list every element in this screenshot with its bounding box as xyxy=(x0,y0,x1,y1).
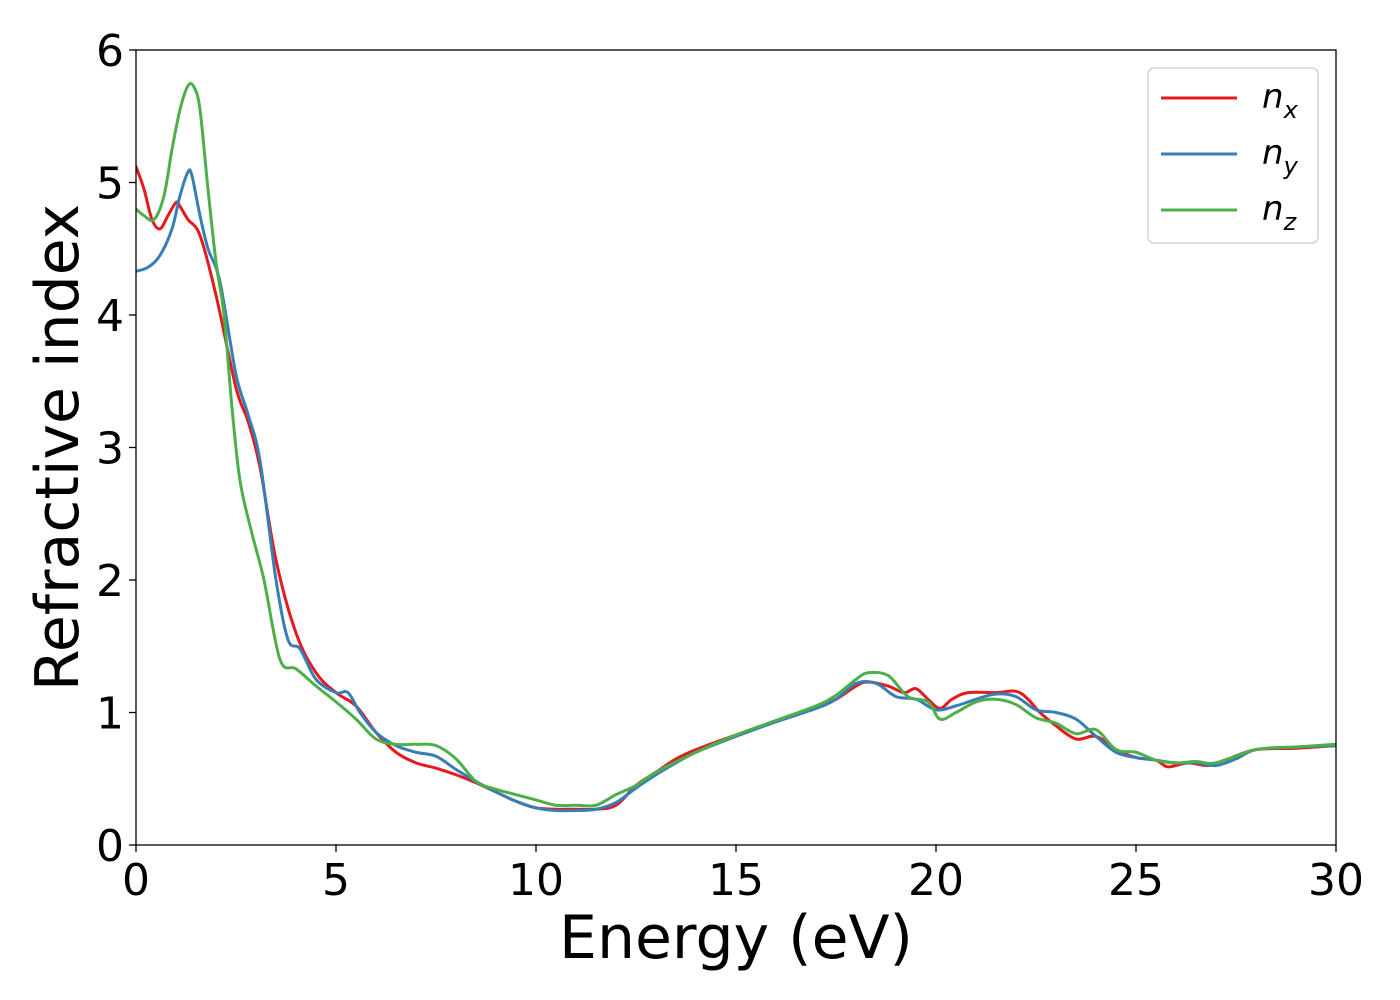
series-line-ny xyxy=(136,168,1336,813)
y-tick-label: 3 xyxy=(96,424,124,475)
x-tick-label: 15 xyxy=(708,855,764,906)
x-axis-title: Energy (eV) xyxy=(559,903,913,973)
x-tick-label: 0 xyxy=(122,855,150,906)
x-tick-label: 25 xyxy=(1108,855,1164,906)
x-tick-label: 10 xyxy=(508,855,564,906)
y-tick-label: 4 xyxy=(96,291,124,342)
x-tick-label: 5 xyxy=(322,855,350,906)
y-tick-label: 6 xyxy=(96,26,124,77)
y-tick-label: 1 xyxy=(96,689,124,740)
series-line-nz xyxy=(136,81,1336,808)
x-tick-label: 30 xyxy=(1308,855,1364,906)
ticks-layer: 0 5 10 15 20 25 30 0 1 2 3 4 5 6 xyxy=(96,26,1364,906)
y-tick-label: 0 xyxy=(96,821,124,872)
y-tick-label: 5 xyxy=(96,159,124,210)
y-tick-label: 2 xyxy=(96,556,124,607)
series-line-nx xyxy=(136,165,1336,812)
series-layer xyxy=(136,81,1336,813)
y-axis-title: Refractive index xyxy=(23,204,93,691)
x-tick-label: 20 xyxy=(908,855,964,906)
